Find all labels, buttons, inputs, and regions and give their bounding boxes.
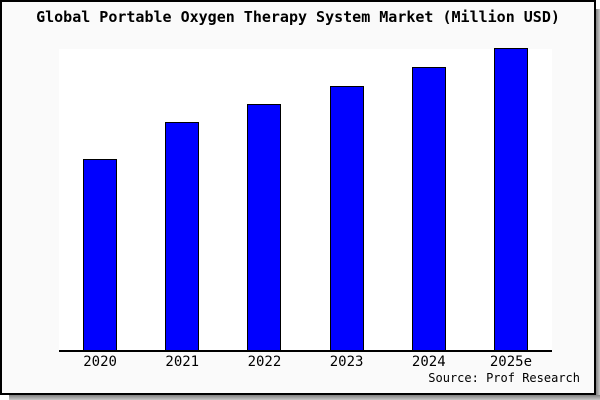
figure-drop-shadow-bottom — [9, 395, 600, 400]
x-tick-label-2023: 2023 — [329, 354, 364, 370]
bars-container — [59, 48, 552, 350]
plot-area — [59, 48, 552, 352]
bar-2021 — [165, 122, 200, 350]
bar-slot-2021 — [141, 122, 223, 350]
chart-title: Global Portable Oxygen Therapy System Ma… — [36, 8, 560, 26]
bar-2022 — [247, 104, 282, 350]
bar-2020 — [83, 159, 118, 350]
bar-slot-2020 — [59, 159, 141, 350]
figure-drop-shadow-right — [596, 9, 600, 400]
bar-slot-2024 — [388, 67, 470, 350]
x-tick-label-2020: 2020 — [83, 354, 117, 370]
source-note: Source: Prof Research — [428, 371, 580, 385]
bar-2023 — [329, 86, 364, 350]
x-axis-tick-labels: 2020 2021 2022 2023 2024 2025e — [59, 355, 552, 369]
bar-slot-2025e — [470, 48, 552, 350]
x-tick-label-2022: 2022 — [247, 354, 282, 370]
bar-2025e — [493, 48, 528, 350]
x-tick-label-2021: 2021 — [165, 354, 200, 370]
x-tick-label-2024: 2024 — [411, 354, 446, 370]
bar-slot-2022 — [223, 104, 305, 350]
bar-2024 — [411, 67, 446, 350]
bar-slot-2023 — [306, 86, 388, 350]
x-tick-label-2025e: 2025e — [489, 354, 533, 370]
